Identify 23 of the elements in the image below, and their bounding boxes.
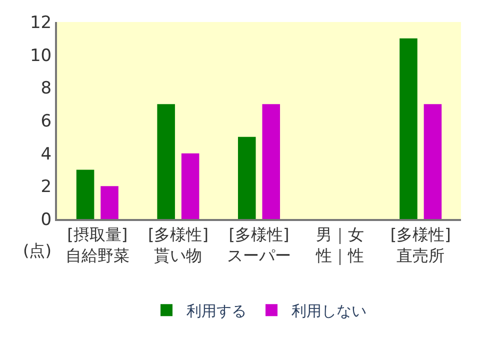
bar (424, 104, 442, 219)
legend-label: 利用しない (292, 302, 366, 320)
bar (76, 170, 94, 219)
bar (262, 104, 280, 219)
x-tick-label: [多様性] スーパー (227, 225, 291, 265)
legend-label: 利用する (186, 302, 246, 320)
bar (157, 104, 175, 219)
x-tick-label: [摂取量] 自給野菜 (65, 225, 130, 265)
bar (100, 186, 118, 219)
y-tick-label: 8 (40, 78, 52, 99)
y-tick-label: 6 (40, 111, 52, 132)
y-axis-title: (点) (23, 241, 52, 260)
y-tick-label: 10 (30, 46, 52, 66)
y-tick-label: 4 (40, 144, 52, 164)
x-tick-label: 男｜女性｜性 (314, 225, 364, 265)
y-tick-label: 2 (40, 177, 52, 198)
bar (400, 38, 418, 219)
x-tick-label: [多様性] 直売所 (390, 225, 451, 265)
y-tick-label: 0 (40, 210, 52, 230)
x-tick-label: [多様性] 貰い物 (148, 225, 208, 265)
bar (238, 136, 256, 219)
y-tick-label: 12 (30, 12, 52, 33)
bar (181, 153, 200, 219)
